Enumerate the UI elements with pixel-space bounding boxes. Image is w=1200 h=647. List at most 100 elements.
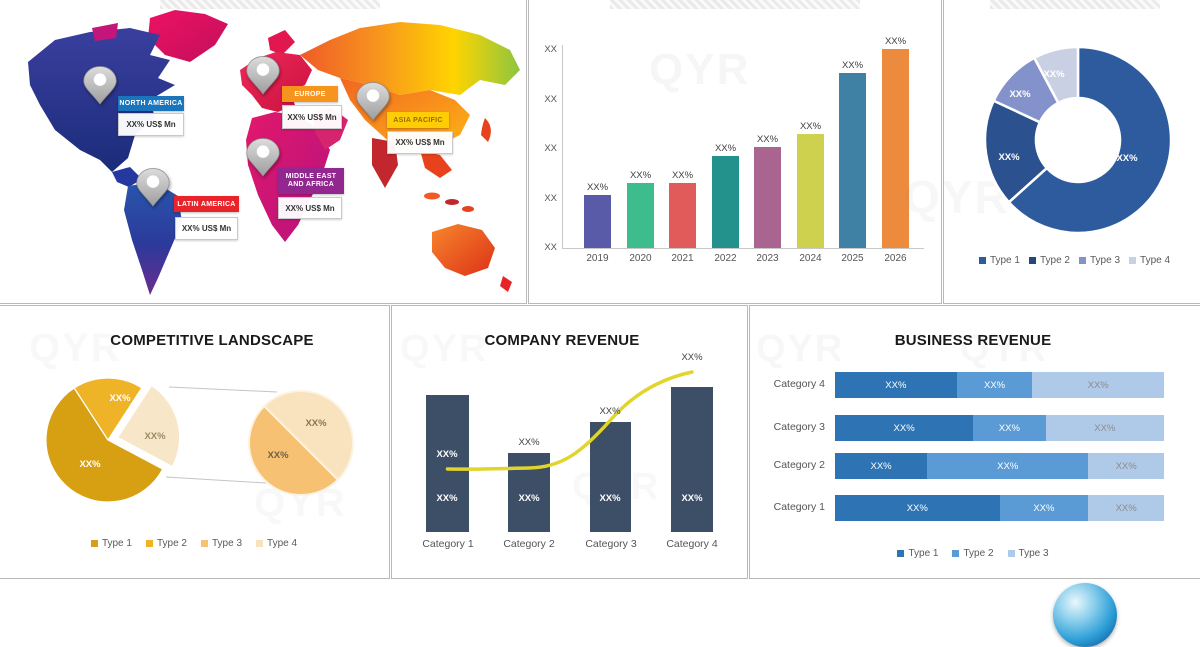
bar-category-4 [671, 387, 713, 532]
company-revenue-panel: QYR QYR COMPANY REVENUE XX% XX% XX% XX% … [391, 305, 748, 579]
region-banner-europe: EUROPE [282, 86, 338, 102]
donut-label-type3: XX% [1009, 89, 1031, 100]
legend-swatch [1129, 257, 1137, 264]
map-greenland [148, 10, 228, 62]
clipped-panel-title [610, 0, 860, 9]
legend-item: Type 3 [1007, 548, 1049, 559]
bar-2020 [627, 183, 654, 248]
map-south-america [124, 182, 182, 295]
secondary-pie-slice-type3 [247, 405, 339, 497]
clipped-panel-title [160, 0, 380, 9]
map-island [445, 199, 459, 205]
bar-category-3 [590, 422, 631, 532]
pie-slice-type1 [45, 387, 164, 503]
legend-label: Type 3 [212, 538, 243, 549]
segment-type1: XX% [835, 415, 974, 441]
competitive-landscape-panel: QYR QYR COMPETITIVE LANDSCAPE XX% XX% XX… [0, 305, 390, 579]
legend-swatch [897, 550, 905, 557]
bar-mid-label: XX% [436, 449, 458, 460]
donut-label-type4: XX% [1043, 69, 1065, 80]
legend-swatch [90, 540, 98, 547]
x-tick-2021: 2021 [671, 253, 694, 264]
bar-data-label: XX% [884, 36, 907, 47]
legend-label: Type 1 [101, 538, 132, 549]
region-banner-asia-pacific: ASIA PACIFIC [387, 112, 449, 128]
map-australia [432, 224, 495, 276]
region-banner-latin-america: LATIN AMERICA [174, 196, 239, 212]
region-value-asia-pacific: XX% US$ Mn [387, 131, 453, 154]
map-panel: NORTH AMERICA XX% US$ Mn EUROPE XX% US$ … [0, 0, 527, 304]
x-tick-category-1: Category 1 [422, 538, 474, 550]
pie-label-other: XX% [144, 431, 166, 442]
bar-data-label: XX% [671, 170, 694, 181]
legend-label: Type 2 [1039, 255, 1070, 266]
legend-item: Type 4 [1129, 255, 1170, 266]
map-japan [481, 118, 491, 142]
legend-item: Type 1 [978, 255, 1020, 266]
x-tick-category-4: Category 4 [666, 538, 718, 550]
bar-data-label: XX% [841, 60, 864, 71]
legend-item: Type 2 [1028, 255, 1070, 266]
donut-panel: QYR XX% XX% XX% XX% Type 1 Type 2 Type 3… [904, 0, 1200, 304]
globe-icon [1053, 583, 1117, 647]
pie-label-type2: XX% [109, 393, 131, 404]
legend-swatch [978, 257, 986, 264]
stacked-bar-category-3: XX% XX% XX% [835, 415, 1164, 441]
segment-type2: XX% [956, 372, 1033, 398]
legend-swatch [1007, 550, 1015, 557]
pie-of-pie-chart [45, 377, 355, 503]
legend-label: Type 3 [1090, 255, 1121, 266]
legend-item: Type 3 [201, 538, 242, 549]
segment-type3: XX% [1088, 495, 1164, 521]
map-southeast-asia [420, 150, 452, 178]
region-banner-north-america: NORTH AMERICA [118, 96, 184, 111]
legend-item: Type 4 [256, 538, 297, 549]
y-axis-line [562, 45, 563, 248]
legend-label: Type 4 [267, 538, 298, 549]
legend-label: Type 1 [908, 548, 939, 559]
y-tick: XX [544, 143, 557, 154]
growth-chart-panel: QYR XX XX XX XX XX XX% XX% XX% XX% XX% X… [528, 0, 942, 304]
pie-label-type1: XX% [79, 459, 101, 470]
x-tick-2023: 2023 [756, 253, 779, 264]
legend-swatch [1079, 257, 1086, 264]
legend-swatch [201, 540, 208, 547]
line-end-label: XX% [681, 352, 703, 363]
bar-data-label: XX% [714, 143, 737, 154]
segment-type2: XX% [973, 415, 1046, 441]
row-label-category-4: Category 4 [773, 378, 825, 390]
bar-2024 [797, 134, 824, 248]
bar-data-label: XX% [629, 170, 652, 181]
connector-line-top [168, 386, 278, 393]
segment-type3: XX% [1045, 415, 1164, 441]
legend-item: Type 2 [145, 538, 187, 549]
stacked-bar-category-1: XX% XX% XX% [835, 495, 1164, 521]
map-island [424, 192, 440, 200]
x-tick-2020: 2020 [629, 253, 652, 264]
bar-2026 [882, 49, 909, 248]
legend-swatch [1028, 257, 1036, 264]
segment-type2: XX% [927, 453, 1089, 479]
bar-2025 [839, 73, 866, 248]
donut-label-type2: XX% [998, 152, 1020, 163]
row-label-category-1: Category 1 [773, 501, 825, 513]
donut-label-type1: XX% [1116, 153, 1138, 164]
segment-type1: XX% [835, 372, 957, 398]
legend-label: Type 3 [1018, 548, 1049, 559]
secondary-pie-label-type3: XX% [267, 450, 289, 461]
legend-item: Type 1 [897, 548, 938, 559]
panel-title: BUSINESS REVENUE [894, 332, 1052, 349]
bar-top-label: XX% [518, 437, 540, 448]
competitive-legend: Type 1 Type 2 Type 3 Type 4 [0, 538, 389, 549]
bar-top-label: XX% [599, 406, 621, 417]
y-tick: XX [544, 242, 557, 253]
panel-title: COMPANY REVENUE [484, 332, 640, 349]
bar-2021 [669, 183, 696, 248]
pie-slice-type2 [73, 377, 143, 441]
y-tick: XX [544, 193, 557, 204]
legend-label: Type 4 [1140, 255, 1171, 266]
bar-data-label: XX% [799, 121, 822, 132]
bar-2023 [754, 147, 781, 248]
bar-category-1 [426, 395, 469, 532]
bar-bottom-label: XX% [599, 493, 621, 504]
